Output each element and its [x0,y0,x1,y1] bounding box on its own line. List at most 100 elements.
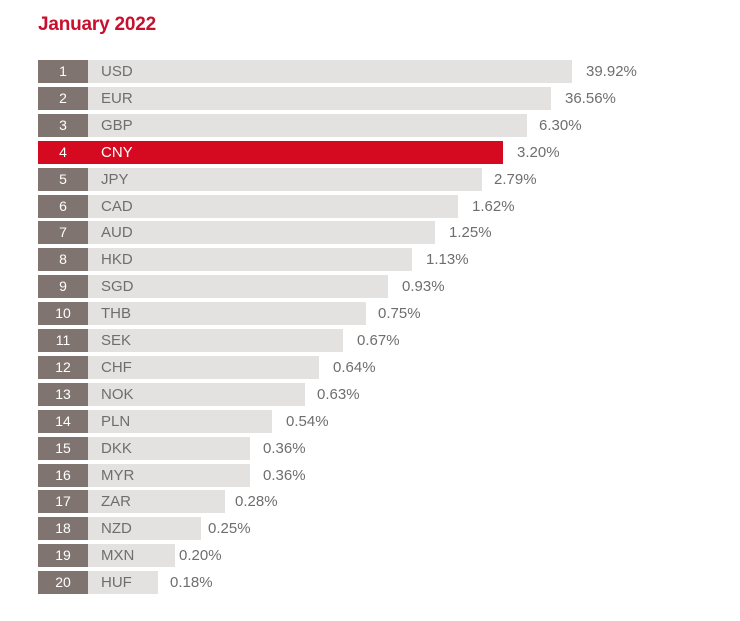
value-label: 36.56% [565,89,616,107]
bar-row-myr: 16 MYR 0.36% [0,463,740,487]
currency-label: CNY [101,143,133,161]
currency-label: JPY [101,170,129,188]
bar-row-jpy: 5 JPY 2.79% [0,167,740,191]
value-label: 0.36% [263,439,306,457]
bar [88,436,250,460]
currency-label: HUF [101,574,132,592]
rank-label: 15 [38,436,88,460]
bar [88,517,201,541]
value-label: 0.63% [317,385,360,403]
chart-title: January 2022 [38,14,157,35]
rank-label: 10 [38,302,88,326]
value-label: 0.28% [235,493,278,511]
value-label: 0.93% [402,278,445,296]
rank-label: 1 [38,60,88,83]
rank-label: 20 [38,571,88,595]
rank-label: 5 [38,167,88,191]
bar [88,571,158,595]
bar [88,221,435,245]
bar [88,329,343,352]
bar-row-pln: 14 PLN 0.54% [0,409,740,433]
rank-label: 13 [38,382,88,406]
bar [88,355,319,379]
bar [88,167,482,191]
rank-label: 2 [38,86,88,110]
value-label: 0.64% [333,358,376,376]
currency-label: NOK [101,385,134,403]
bar-row-sgd: 9 SGD 0.93% [0,275,740,299]
currency-label: MYR [101,466,135,484]
bar-row-aud: 7 AUD 1.25% [0,221,740,245]
bar-row-mxn: 19 MXN 0.20% [0,544,740,568]
bar [88,382,305,406]
rank-label: 9 [38,275,88,299]
currency-label: EUR [101,89,133,107]
bar [88,140,503,164]
currency-label: NZD [101,520,132,538]
value-label: 0.25% [208,520,251,538]
bar-row-sek: 11 SEK 0.67% [0,329,740,352]
value-label: 39.92% [586,63,637,80]
rank-label: 12 [38,355,88,379]
rank-label: 8 [38,248,88,272]
bar [88,60,572,83]
bar-row-zar: 17 ZAR 0.28% [0,490,740,514]
bar [88,86,551,110]
bar-row-huf: 20 HUF 0.18% [0,571,740,595]
rank-label: 14 [38,409,88,433]
bar [88,463,250,487]
value-label: 0.67% [357,332,400,349]
bar [88,409,272,433]
value-label: 0.36% [263,466,306,484]
value-label: 1.13% [426,251,469,269]
value-label: 0.20% [179,547,222,565]
currency-label: DKK [101,439,132,457]
bar [88,248,412,272]
bar [88,544,175,568]
rank-label: 11 [38,329,88,352]
value-label: 2.79% [494,170,537,188]
currency-label: CAD [101,197,133,215]
bar-row-cad: 6 CAD 1.62% [0,194,740,218]
bar [88,275,388,299]
bar-row-hkd: 8 HKD 1.13% [0,248,740,272]
bar-row-gbp: 3 GBP 6.30% [0,113,740,137]
value-label: 3.20% [517,143,560,161]
currency-label: USD [101,63,133,80]
currency-label: GBP [101,116,133,134]
bar-row-eur: 2 EUR 36.56% [0,86,740,110]
value-label: 0.18% [170,574,213,592]
bar-row-nok: 13 NOK 0.63% [0,382,740,406]
rank-label: 7 [38,221,88,245]
bar [88,490,225,514]
bar [88,194,458,218]
bar [88,302,366,326]
currency-label: CHF [101,358,132,376]
value-label: 1.62% [472,197,515,215]
rank-label: 4 [38,140,88,164]
bar-row-dkk: 15 DKK 0.36% [0,436,740,460]
currency-label: HKD [101,251,133,269]
value-label: 0.54% [286,412,329,430]
currency-label: PLN [101,412,131,430]
rank-label: 3 [38,113,88,137]
currency-label: AUD [101,224,133,242]
currency-label: SEK [101,332,132,349]
value-label: 0.75% [378,305,421,323]
bar-row-cny: 4 CNY 3.20% [0,140,740,164]
rank-label: 16 [38,463,88,487]
bar-row-thb: 10 THB 0.75% [0,302,740,326]
bar-row-usd: 1 USD 39.92% [0,60,740,83]
bar-row-chf: 12 CHF 0.64% [0,355,740,379]
currency-label: ZAR [101,493,131,511]
rank-label: 6 [38,194,88,218]
bar [88,113,527,137]
value-label: 6.30% [539,116,582,134]
rank-label: 18 [38,517,88,541]
value-label: 1.25% [449,224,492,242]
currency-label: THB [101,305,131,323]
currency-label: SGD [101,278,134,296]
bar-row-nzd: 18 NZD 0.25% [0,517,740,541]
